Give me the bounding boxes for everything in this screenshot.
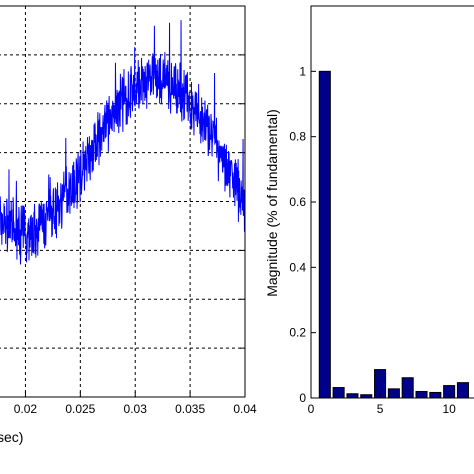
- x-tick-label: 0: [308, 402, 315, 416]
- bar: [387, 388, 400, 399]
- y-tick-label: 0.6: [289, 195, 306, 209]
- y-tick-label: 0.2: [289, 326, 306, 340]
- y-tick-label: 0: [299, 391, 306, 405]
- left-x-axis-label: sec): [0, 429, 23, 445]
- y-tick-label: 0.4: [289, 260, 306, 274]
- bar: [401, 377, 414, 399]
- bar: [332, 387, 345, 399]
- bar: [318, 70, 331, 399]
- plot-frame: [0, 5, 246, 398]
- bar: [429, 391, 442, 399]
- x-tick-label: 0.025: [65, 402, 95, 416]
- x-tick-label: 10: [442, 402, 456, 416]
- series-line: [0, 20, 246, 265]
- y-tick-label: 0.8: [289, 130, 306, 144]
- bar: [346, 393, 359, 399]
- bar: [415, 390, 428, 399]
- y-tick-label: 1: [299, 64, 306, 78]
- x-tick-label: 0.02: [14, 402, 38, 416]
- right-y-axis-label: Magnitude (% of fundamental): [264, 109, 280, 297]
- time-domain-plot: 0.02 0.025 0.03 0.035 0.04: [0, 5, 257, 416]
- x-tick-label: 0.03: [124, 402, 148, 416]
- x-tick-label: 5: [377, 402, 384, 416]
- x-tick-label: 0.035: [175, 402, 205, 416]
- harmonic-spectrum-plot: 00.20.40.60.810 5 10: [289, 5, 474, 416]
- plot-frame: [310, 5, 474, 399]
- bar: [456, 382, 469, 399]
- x-tick-label: 0.04: [233, 402, 257, 416]
